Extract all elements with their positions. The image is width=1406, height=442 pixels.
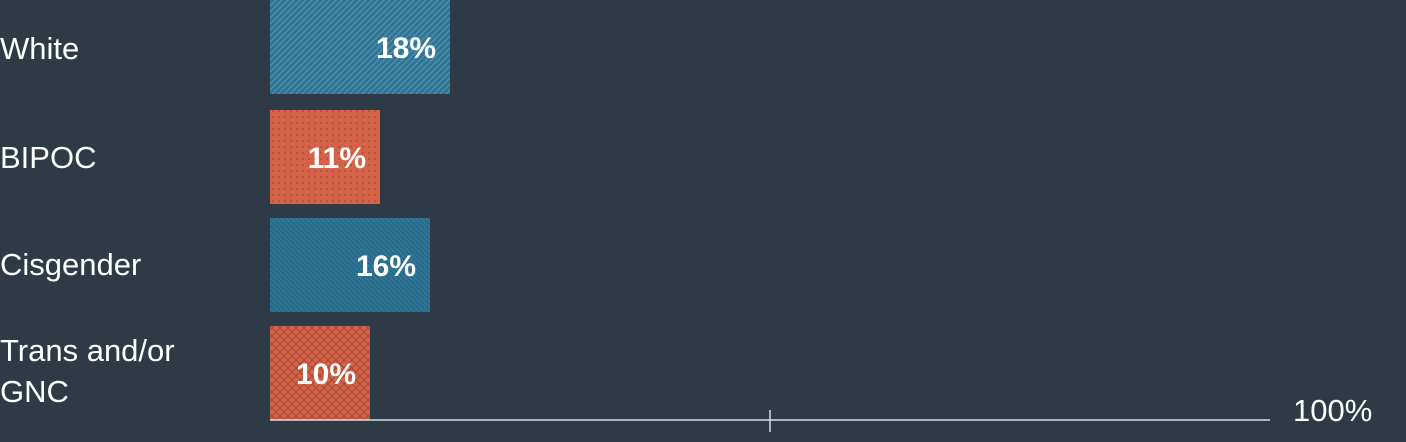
value-label-cisgender: 16% xyxy=(356,250,416,283)
category-label-bipoc: BIPOC xyxy=(0,140,96,175)
x-axis-end-label: 100% xyxy=(1293,393,1372,428)
bar-texture-bipoc xyxy=(270,110,380,204)
value-label-white: 18% xyxy=(376,32,436,65)
bar-texture-trans-gnc xyxy=(270,326,370,420)
category-labels: White BIPOC Cisgender Trans and/or GNC xyxy=(0,31,183,409)
value-labels-group: 18% 11% 16% 10% xyxy=(296,32,436,391)
bar-texture-cisgender xyxy=(270,218,430,312)
value-label-trans-gnc: 10% xyxy=(296,358,356,391)
x-axis: 100% xyxy=(270,393,1372,432)
category-label-trans-gnc: Trans and/or GNC xyxy=(0,333,183,409)
value-label-bipoc: 11% xyxy=(308,142,366,175)
bar-texture-white xyxy=(270,0,450,94)
category-label-cisgender: Cisgender xyxy=(0,247,141,282)
category-label-white: White xyxy=(0,31,79,66)
bars-group xyxy=(270,0,450,420)
